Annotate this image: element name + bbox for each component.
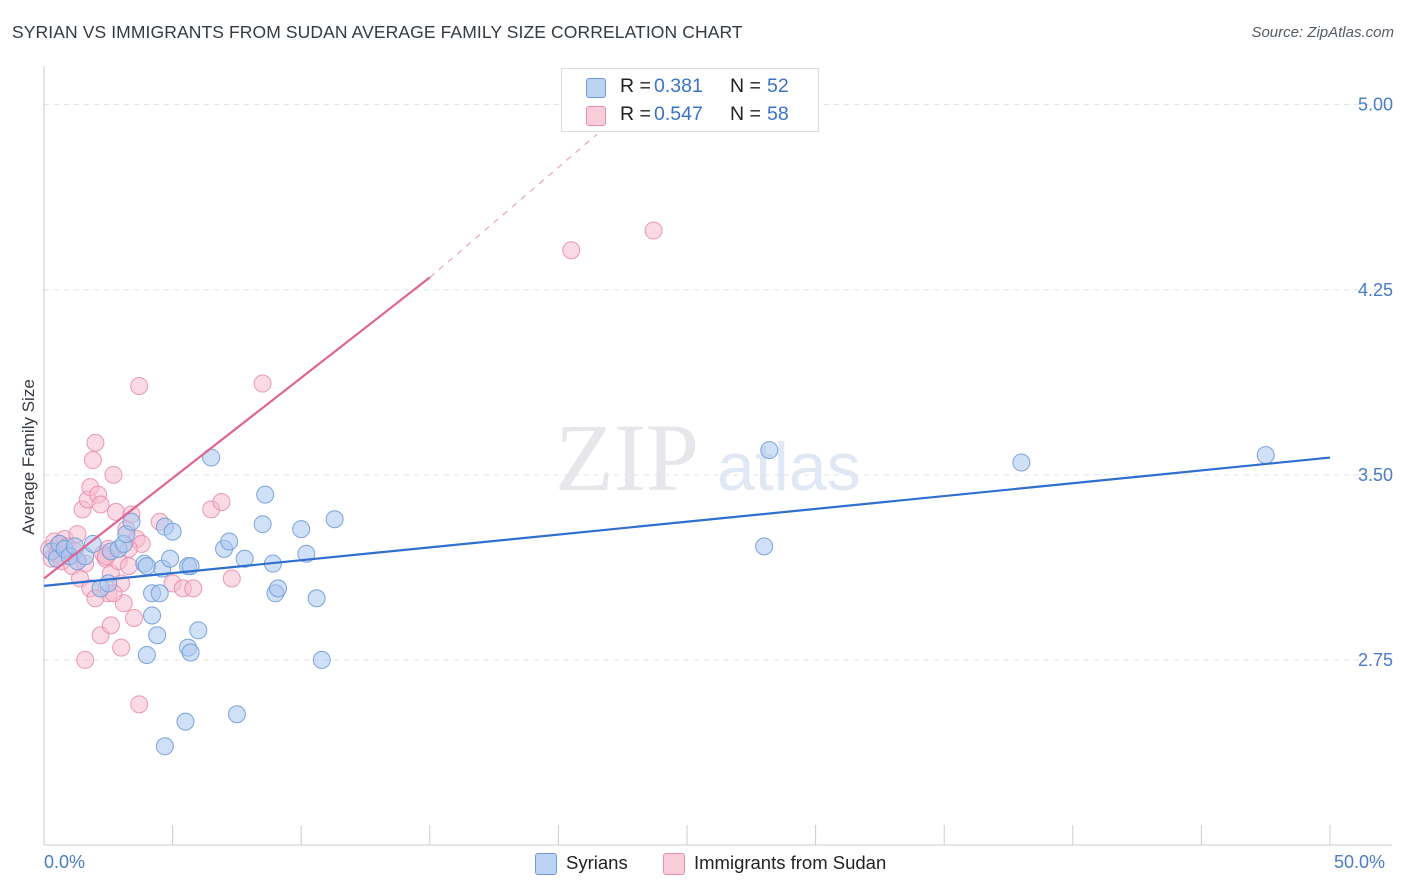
legend-swatch-syrians: [586, 78, 606, 98]
sudan-point: [76, 650, 95, 669]
sudan-point: [101, 616, 120, 635]
syrians-point: [189, 621, 208, 640]
syrians-point: [137, 557, 156, 576]
y-tick-label: 2.75: [1358, 650, 1393, 670]
y-tick-labels: 2.75 3.50 4.25 5.00: [1358, 95, 1393, 670]
legend-r-label: R =: [620, 103, 651, 125]
legend-n-label: N =: [730, 75, 761, 97]
sudan-point: [212, 492, 231, 511]
series-syrians-points: [42, 441, 1275, 756]
syrians-point: [755, 537, 774, 556]
legend-n-value: 58: [767, 103, 789, 125]
legend-swatch-syrians: [535, 853, 557, 875]
sudan-point: [222, 569, 241, 588]
syrians-point: [155, 737, 174, 756]
sudan-point: [125, 608, 144, 627]
stats-legend: R = 0.381 N = 52 R = 0.547 N = 58: [561, 68, 819, 132]
legend-label-syrians: Syrians: [566, 852, 628, 873]
sudan-point: [184, 579, 203, 598]
syrians-point: [1012, 453, 1031, 472]
syrians-point: [312, 650, 331, 669]
sudan-point: [104, 465, 123, 484]
syrians-point: [269, 579, 288, 598]
syrians-point: [1256, 446, 1275, 465]
sudan-point: [119, 557, 138, 576]
legend-r-label: R =: [620, 75, 651, 97]
syrians-point: [163, 522, 182, 541]
trend-lines: [43, 133, 1331, 587]
x-tick-min: 0.0%: [44, 852, 86, 872]
syrians-point: [181, 643, 200, 662]
syrians-point: [760, 441, 779, 460]
y-axis-label: Average Family Size: [19, 379, 38, 535]
syrians-point: [150, 584, 169, 603]
source-label: Source: ZipAtlas.com: [1251, 24, 1394, 41]
syrians-point: [161, 549, 180, 568]
y-tick-label: 3.50: [1358, 465, 1393, 485]
y-tick-label: 5.00: [1358, 95, 1393, 115]
sudan-point: [86, 433, 105, 452]
sudan-point: [562, 241, 581, 260]
syrians-point: [227, 705, 246, 724]
chart-title: SYRIAN VS IMMIGRANTS FROM SUDAN AVERAGE …: [12, 22, 743, 42]
syrians-point: [297, 544, 316, 563]
syrians-point: [220, 532, 239, 551]
legend-n-label: N =: [730, 103, 761, 125]
syrians-point: [137, 645, 156, 664]
syrians-point: [253, 515, 272, 534]
legend-label-sudan: Immigrants from Sudan: [694, 852, 887, 873]
watermark-atlas: atlas: [717, 429, 861, 505]
sudan-trend-extension: [429, 133, 598, 278]
syrians-trend-line: [43, 456, 1331, 587]
legend-swatch-sudan: [586, 106, 606, 126]
watermark: ZIP atlas: [555, 404, 861, 511]
watermark-zip: ZIP: [555, 404, 699, 511]
legend-row-sudan: R = 0.547 N = 58: [562, 101, 818, 129]
sudan-point: [130, 377, 149, 395]
legend-swatch-sudan: [663, 853, 685, 875]
syrians-point: [325, 510, 344, 529]
legend-n-value: 52: [767, 75, 789, 97]
x-tick-max: 50.0%: [1334, 852, 1386, 872]
legend-r-value: 0.547: [654, 103, 703, 125]
legend-r-value: 0.381: [654, 75, 703, 97]
axes: [43, 66, 1392, 846]
sudan-point: [112, 638, 131, 657]
sudan-point: [91, 495, 110, 514]
y-tick-label: 4.25: [1358, 280, 1393, 300]
sudan-point: [130, 695, 149, 714]
syrians-point: [148, 626, 167, 645]
syrians-point: [83, 534, 102, 553]
gridlines: [44, 104, 1392, 661]
syrians-point: [256, 485, 275, 504]
sudan-trend-line: [43, 276, 431, 580]
legend-row-syrians: R = 0.381 N = 52: [562, 73, 818, 101]
syrians-point: [176, 712, 195, 731]
syrians-point: [307, 589, 326, 608]
syrians-point: [122, 512, 141, 531]
sudan-point: [83, 451, 102, 470]
syrians-point: [292, 520, 311, 539]
syrians-point: [99, 574, 118, 593]
sudan-point: [253, 374, 272, 393]
sudan-point: [644, 221, 663, 240]
syrians-point: [235, 549, 254, 568]
syrians-point: [143, 606, 162, 625]
